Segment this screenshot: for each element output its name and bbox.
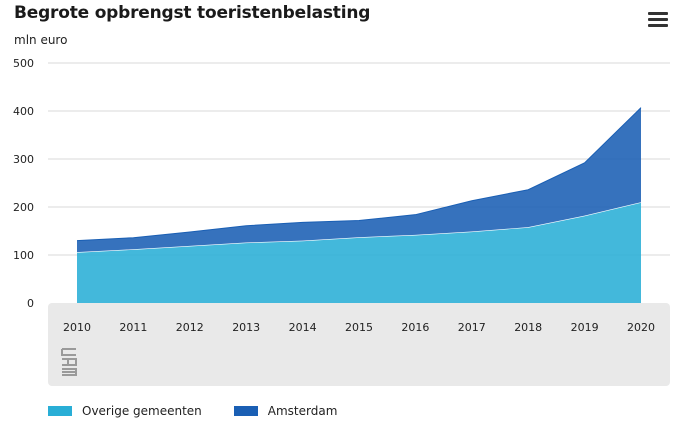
legend-label: Overige gemeenten <box>82 404 202 418</box>
legend-swatch <box>233 406 258 416</box>
y-tick-label: 500 <box>13 57 34 70</box>
y-tick-labels: 0 100 200 300 400 500 <box>13 57 34 310</box>
series-area-overige-gemeenten[interactable] <box>77 202 641 303</box>
y-tick-label: 100 <box>13 249 34 262</box>
x-tick-label: 2020 <box>627 321 655 334</box>
x-tick-label: 2010 <box>63 321 91 334</box>
x-tick-label: 2015 <box>345 321 373 334</box>
x-tick-label: 2013 <box>232 321 260 334</box>
y-tick-label: 400 <box>13 105 34 118</box>
y-tick-label: 0 <box>27 297 34 310</box>
legend-swatch <box>48 406 72 416</box>
y-tick-label: 200 <box>13 201 34 214</box>
legend-label: Amsterdam <box>267 404 338 418</box>
legend-item-amsterdam[interactable]: Amsterdam <box>233 404 338 418</box>
menu-bar <box>648 12 668 15</box>
legend: Overige gemeenten Amsterdam <box>48 404 369 418</box>
y-tick-label: 300 <box>13 153 34 166</box>
legend-item-overige-gemeenten[interactable]: Overige gemeenten <box>48 404 202 418</box>
series-areas <box>76 107 642 303</box>
x-tick-label: 2012 <box>176 321 204 334</box>
x-tick-label: 2019 <box>571 321 599 334</box>
chart-title: Begrote opbrengst toeristenbelasting <box>14 3 371 23</box>
y-axis-unit-label: mln euro <box>14 33 68 47</box>
x-tick-label: 2014 <box>289 321 317 334</box>
x-tick-labels: 2010 2011 2012 2013 2014 2015 2016 2017 2018 2019… <box>63 321 655 334</box>
menu-bar <box>648 18 668 21</box>
x-axis-band <box>48 303 670 386</box>
x-tick-label: 2017 <box>458 321 486 334</box>
menu-bar <box>648 24 668 27</box>
hamburger-menu-icon[interactable] <box>648 12 668 30</box>
series-area-amsterdam[interactable] <box>77 107 641 253</box>
x-tick-label: 2016 <box>401 321 429 334</box>
x-tick-label: 2011 <box>119 321 147 334</box>
series-line-amsterdam <box>76 107 642 242</box>
x-tick-label: 2018 <box>514 321 542 334</box>
cbs-logo <box>61 348 77 376</box>
